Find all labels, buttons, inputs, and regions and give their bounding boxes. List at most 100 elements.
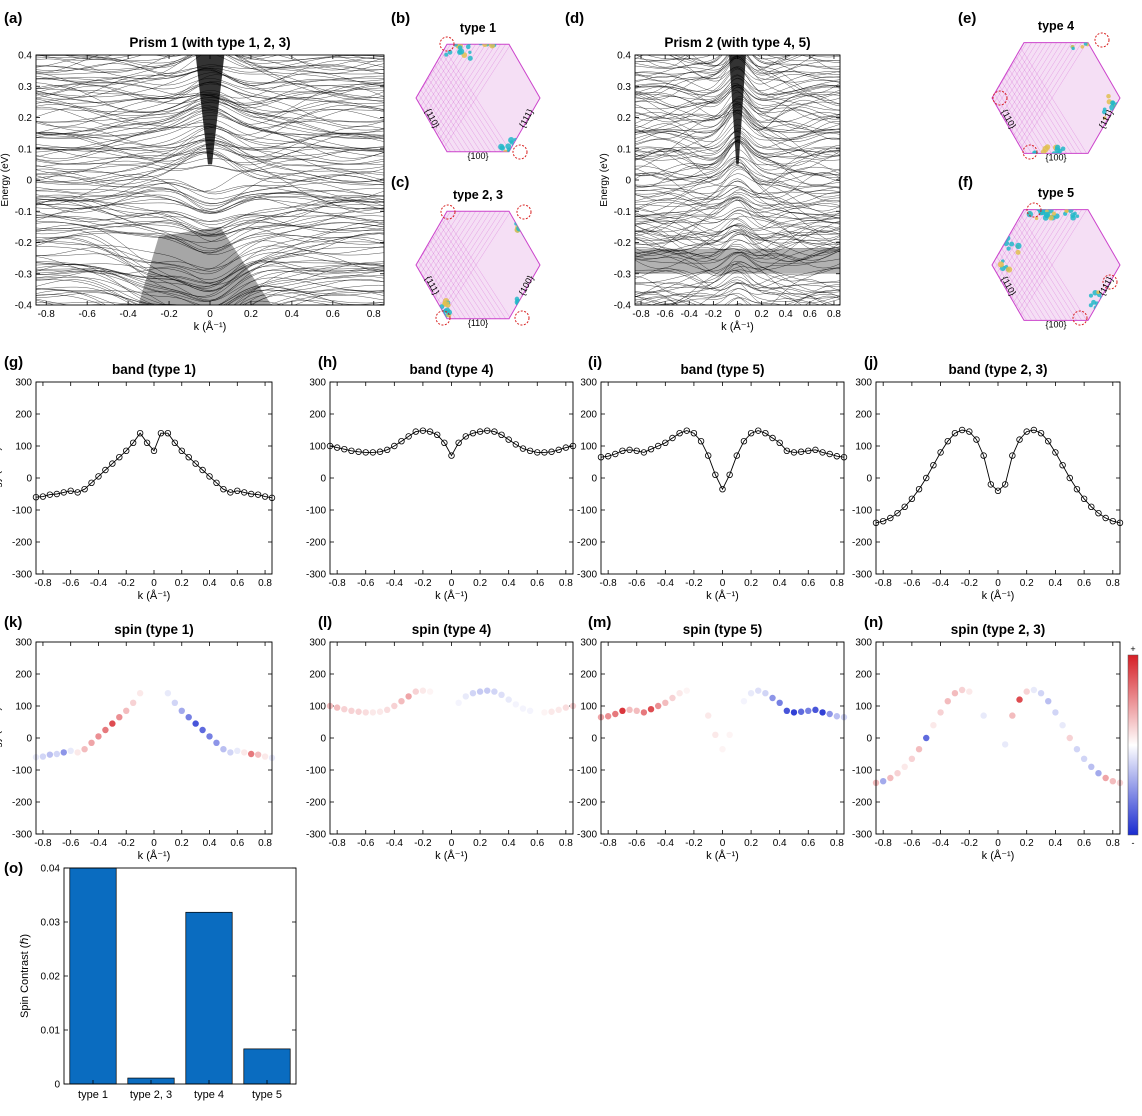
y-tick-label: -100 bbox=[577, 766, 597, 777]
y-tick-label: -100 bbox=[852, 506, 872, 517]
spin-point bbox=[740, 698, 748, 705]
y-tick-label: 0.4 bbox=[18, 51, 32, 62]
series-line bbox=[875, 429, 1121, 524]
y-tick-label: 200 bbox=[15, 670, 32, 681]
band-line bbox=[36, 227, 384, 292]
band-line bbox=[635, 266, 840, 291]
spin-point bbox=[541, 709, 548, 716]
spin-point bbox=[894, 770, 901, 777]
state-dot bbox=[1111, 118, 1117, 124]
data-point bbox=[484, 427, 491, 434]
data-point bbox=[185, 454, 192, 461]
data-point bbox=[129, 439, 137, 446]
data-point bbox=[498, 431, 505, 438]
y-tick-label: 100 bbox=[309, 442, 326, 453]
state-dot bbox=[508, 137, 515, 144]
state-dot bbox=[492, 36, 497, 41]
state-dot bbox=[468, 50, 472, 54]
y-tick-label: 200 bbox=[15, 410, 32, 421]
band-line bbox=[36, 241, 384, 293]
spin-point bbox=[937, 709, 944, 716]
spin-point bbox=[95, 733, 102, 740]
data-point bbox=[109, 460, 116, 467]
x-tick-label: 0.4 bbox=[1048, 838, 1062, 849]
data-point bbox=[526, 447, 534, 454]
data-point bbox=[376, 448, 384, 455]
x-tick-label: 0.6 bbox=[1077, 578, 1091, 589]
spin-point bbox=[333, 704, 341, 711]
data-point bbox=[612, 450, 619, 458]
data-point bbox=[1016, 436, 1023, 443]
data-point bbox=[944, 438, 951, 445]
x-axis-label: k (Å⁻¹) bbox=[706, 849, 739, 862]
x-tick-label: 0.2 bbox=[1020, 578, 1034, 589]
data-point bbox=[412, 428, 419, 435]
band-line bbox=[635, 55, 840, 77]
band-line bbox=[635, 229, 840, 260]
spin-point bbox=[887, 774, 894, 782]
spin-point bbox=[654, 702, 662, 710]
x-tick-label: -0.2 bbox=[685, 838, 703, 849]
spin-point bbox=[341, 706, 348, 713]
x-tick-label: -0.4 bbox=[681, 309, 699, 320]
data-point bbox=[39, 493, 47, 500]
plot-frame bbox=[634, 54, 841, 306]
state-dot bbox=[518, 213, 523, 219]
y-tick-label: -0.4 bbox=[15, 301, 33, 312]
data-point bbox=[46, 491, 54, 498]
state-dot bbox=[1006, 246, 1011, 251]
band-line bbox=[36, 189, 384, 204]
band-line bbox=[635, 212, 840, 245]
y-tick-label: 100 bbox=[15, 442, 32, 453]
y-tick-label: -200 bbox=[852, 798, 872, 809]
band-line bbox=[36, 190, 384, 207]
spin-point bbox=[462, 693, 469, 700]
data-point bbox=[505, 436, 512, 443]
spin-point bbox=[206, 733, 213, 740]
spin-point bbox=[762, 690, 769, 697]
data-point bbox=[171, 439, 179, 446]
spin-point bbox=[733, 712, 740, 719]
y-tick-label: -100 bbox=[12, 766, 32, 777]
band-line bbox=[36, 197, 384, 222]
x-tick-label: 0.4 bbox=[773, 578, 787, 589]
x-tick-label: -0.8 bbox=[632, 309, 650, 320]
band-cone bbox=[195, 55, 225, 165]
panel-label-j: (j) bbox=[864, 354, 879, 371]
band-line bbox=[36, 214, 384, 235]
y-tick-label: -100 bbox=[306, 766, 326, 777]
band-line bbox=[36, 55, 384, 64]
band-line bbox=[635, 55, 840, 70]
lattice-line bbox=[992, 42, 1003, 154]
y-tick-label: 100 bbox=[855, 702, 872, 713]
state-dot bbox=[446, 301, 450, 305]
spin-point bbox=[833, 713, 841, 720]
spin-point bbox=[376, 708, 384, 715]
data-point bbox=[987, 481, 995, 488]
chart-title: band (type 2, 3) bbox=[948, 362, 1047, 377]
x-tick-label: 0.6 bbox=[530, 838, 544, 849]
spin-point bbox=[951, 690, 959, 697]
y-tick-label: 100 bbox=[580, 702, 597, 713]
data-point bbox=[102, 466, 109, 474]
chart-n: spin (type 2, 3) -0.8 -0.6 -0.4 -0.2 0 0.2 0.4 0… bbox=[852, 622, 1124, 862]
spin-point bbox=[879, 778, 887, 785]
data-point bbox=[1066, 474, 1073, 482]
y-tick-label: 300 bbox=[15, 638, 32, 649]
x-tick-label: 0.6 bbox=[230, 838, 244, 849]
band-lines bbox=[36, 55, 384, 305]
spin-point bbox=[534, 709, 541, 716]
x-tick-label: -0.2 bbox=[118, 838, 136, 849]
data-point bbox=[213, 479, 220, 486]
band-line bbox=[36, 246, 384, 301]
spin-point bbox=[419, 687, 427, 694]
x-tick-label: -0.2 bbox=[705, 309, 723, 320]
spin-point bbox=[1030, 686, 1038, 694]
lattice-line bbox=[416, 211, 462, 319]
spin-point bbox=[697, 698, 705, 705]
x-tick-label: 0.4 bbox=[203, 838, 217, 849]
x-tick-label: 0.8 bbox=[258, 838, 272, 849]
data-point bbox=[419, 427, 427, 434]
data-point bbox=[805, 447, 812, 454]
state-dot bbox=[1088, 293, 1094, 298]
